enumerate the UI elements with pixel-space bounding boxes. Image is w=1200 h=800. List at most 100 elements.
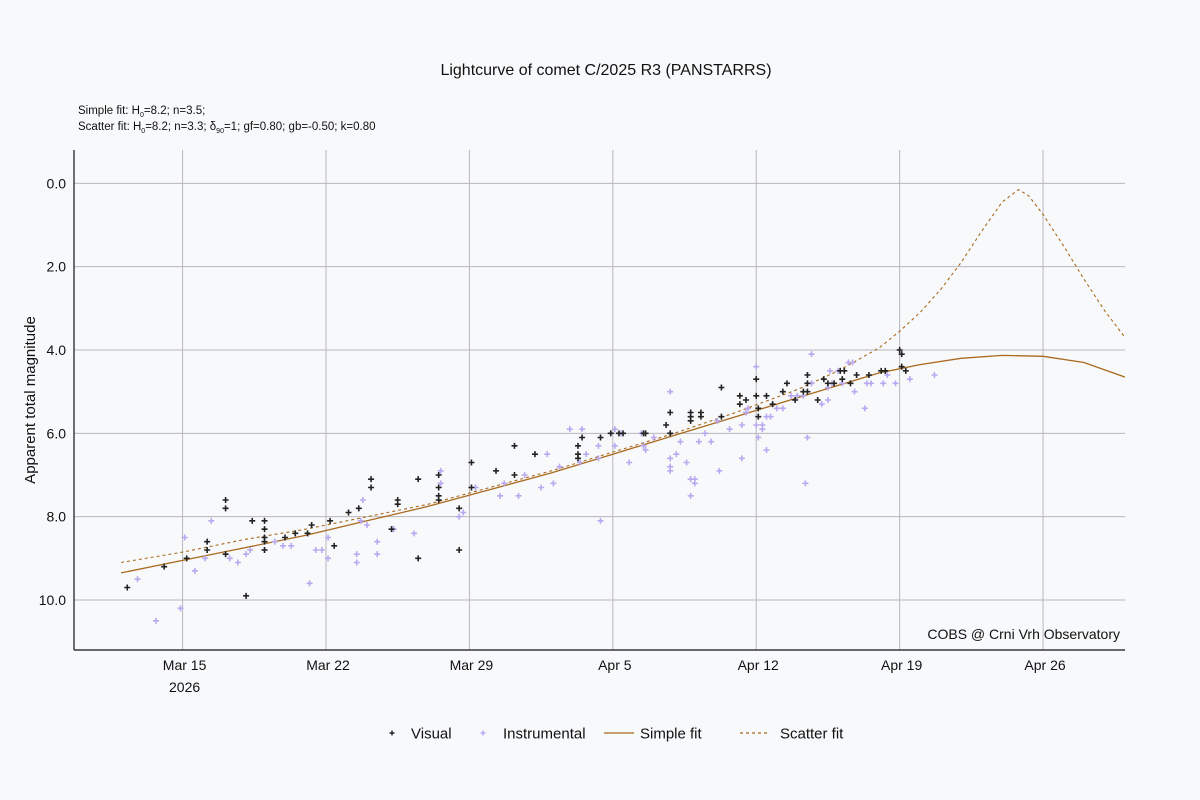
visual-point <box>394 501 401 508</box>
credit-annotation: COBS @ Crni Vrh Observatory <box>927 626 1120 642</box>
instrumental-point <box>497 492 504 499</box>
visual-point <box>435 492 442 499</box>
instrumental-point <box>325 534 332 541</box>
fit-parameter-line: Simple fit: H0=8.2; n=3.5; <box>78 105 205 119</box>
instrumental-point <box>667 467 674 474</box>
instrumental-point <box>763 447 770 453</box>
visual-point <box>493 467 500 474</box>
instrumental-point <box>880 380 887 387</box>
visual-point <box>308 522 315 528</box>
instrumental-point <box>708 438 715 445</box>
instrumental-point <box>802 480 809 487</box>
visual-point <box>667 430 674 437</box>
visual-point <box>531 451 538 458</box>
visual-point <box>736 392 743 399</box>
parameter-text: Simple fit: H <box>78 105 140 117</box>
visual-point <box>243 592 250 599</box>
visual-point <box>663 422 670 428</box>
visual-point <box>755 405 762 412</box>
instrumental-point <box>288 542 295 549</box>
legend-instrumental-marker <box>480 730 486 736</box>
visual-point <box>755 413 762 420</box>
instrumental-point <box>595 442 602 449</box>
visual-point <box>511 442 518 449</box>
visual-point <box>368 484 375 491</box>
instrumental-point <box>318 547 325 553</box>
instrumental-point <box>714 417 721 424</box>
instrumental-point <box>202 555 209 562</box>
visual-point <box>847 380 854 387</box>
instrumental-point <box>849 359 856 366</box>
subscript: 90 <box>216 128 224 135</box>
instrumental-point <box>437 480 444 487</box>
instrumental-point <box>726 426 733 433</box>
visual-point <box>865 372 872 378</box>
visual-point <box>718 384 725 391</box>
visual-point <box>769 401 776 408</box>
visual-point <box>814 397 821 403</box>
visual-point <box>261 534 268 541</box>
instrumental-point <box>437 467 444 474</box>
visual-point <box>824 380 831 387</box>
visual-point <box>667 409 674 416</box>
instrumental-point <box>611 426 618 433</box>
instrumental-point <box>501 480 508 487</box>
visual-point <box>831 380 838 387</box>
instrumental-point <box>325 555 332 562</box>
instrumental-point <box>243 551 250 558</box>
visual-point <box>882 367 889 374</box>
visual-point <box>292 530 299 537</box>
visual-point <box>853 372 860 378</box>
visual-point <box>468 484 475 491</box>
visual-point <box>345 509 352 516</box>
visual-point <box>753 376 760 383</box>
instrumental-point <box>759 422 766 428</box>
instrumental-point <box>566 426 573 433</box>
legend-simple-fit-label: Simple fit <box>640 726 703 743</box>
visual-point <box>804 388 811 395</box>
visual-point <box>763 392 770 399</box>
visual-series <box>124 347 909 599</box>
instrumental-point <box>538 484 545 491</box>
instrumental-point <box>626 459 633 466</box>
visual-point <box>841 367 848 374</box>
plot-area <box>73 150 1125 651</box>
parameter-text: =8.2; n=3.3; δ <box>145 121 216 133</box>
subscript: 0 <box>140 112 144 119</box>
instrumental-point <box>152 617 159 624</box>
plot-background <box>74 150 1125 650</box>
instrumental-series <box>134 351 938 624</box>
instrumental-point <box>208 517 215 524</box>
visual-point <box>435 484 442 491</box>
instrumental-point <box>544 451 551 458</box>
fit-parameters: Simple fit: H0=8.2; n=3.5; Scatter fit: H… <box>78 105 376 135</box>
visual-point <box>261 526 268 533</box>
instrumental-point <box>667 455 674 462</box>
visual-point <box>435 472 442 478</box>
instrumental-point <box>359 497 366 503</box>
instrumental-point <box>374 551 381 558</box>
y-tick-label: 0.0 <box>47 175 67 191</box>
instrumental-point <box>597 517 604 524</box>
instrumental-point <box>755 434 762 441</box>
visual-point <box>388 526 395 533</box>
visual-point <box>792 397 799 403</box>
instrumental-point <box>851 388 858 395</box>
y-tick-label: 8.0 <box>47 509 67 525</box>
fit-lines <box>120 188 1125 574</box>
instrumental-point <box>779 405 786 412</box>
fit-parameter-line: Scatter fit: H0=8.2; n=3.3; δ90=1; gf=0.… <box>78 121 376 135</box>
instrumental-point <box>861 405 868 412</box>
instrumental-point <box>234 559 241 566</box>
visual-point <box>742 397 749 403</box>
visual-point <box>687 417 694 424</box>
visual-point <box>415 555 422 562</box>
instrumental-point <box>363 522 370 528</box>
instrumental-point <box>738 422 745 428</box>
instrumental-point <box>695 438 702 445</box>
instrumental-point <box>702 430 709 437</box>
instrumental-point <box>867 380 874 387</box>
instrumental-point <box>353 551 360 558</box>
instrumental-point <box>353 559 360 566</box>
visual-point <box>783 380 790 387</box>
